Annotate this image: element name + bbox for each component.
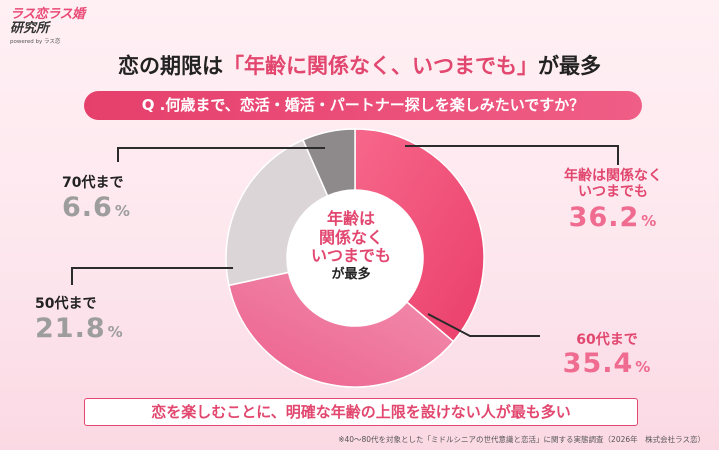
label-forever-name2: いつまでも	[578, 184, 648, 200]
label-seventies-value-row: 6.6%	[62, 192, 172, 223]
label-fifties: 50代まで 21.8%	[35, 293, 145, 344]
label-fifties-name: 50代まで	[35, 296, 97, 312]
brand-logo: ラス恋ラス婚 研究所 powered by ラス恋	[10, 7, 90, 46]
donut-center-text: 年齢は 関係なく いつまでも が最多	[296, 209, 406, 284]
question-bar: Q .何歳まで、恋活・婚活・パートナー探しを楽しみたいですか？	[84, 91, 642, 120]
donut-hole	[287, 190, 423, 326]
footnote: ※40～80代を対象とした「ミドルシニアの世代意識と恋活」に関する実態調査（20…	[338, 435, 705, 444]
label-forever-pct: %	[641, 212, 658, 230]
headline-highlight: 「年齢に関係なく、いつまでも」	[223, 54, 538, 78]
label-fifties-value-row: 21.8%	[35, 313, 145, 344]
label-sixties-value: 35.4	[562, 348, 634, 379]
label-sixties-name: 60代まで	[576, 332, 638, 348]
brand-powered: powered by ラス恋	[10, 39, 61, 45]
headline-suffix: が最多	[538, 54, 601, 78]
leader-line-seventies	[117, 147, 325, 162]
label-seventies-pct: %	[114, 202, 131, 220]
label-sixties-value-row: 35.4%	[552, 348, 662, 379]
label-forever-name1: 年齢は関係なく	[564, 168, 662, 184]
brand-main: ラス恋ラス婚	[10, 7, 85, 22]
center-line4: が最多	[331, 266, 371, 282]
center-line2: 関係なく	[318, 227, 383, 247]
label-forever-value: 36.2	[568, 202, 640, 233]
label-seventies: 70代まで 6.6%	[62, 172, 172, 223]
label-fifties-pct: %	[107, 323, 124, 341]
label-seventies-value: 6.6	[62, 192, 113, 223]
label-forever: 年齢は関係なく いつまでも 36.2%	[548, 168, 678, 233]
brand-sub: 研究所	[10, 21, 50, 36]
center-line1: 年齢は	[326, 209, 375, 228]
label-sixties: 60代まで 35.4%	[552, 332, 662, 379]
center-line3: いつまでも	[310, 246, 391, 265]
conclusion-box: 恋を楽しむことに、明確な年齢の上限を設けない人が最も多い	[84, 398, 638, 426]
leader-line-fifties	[71, 267, 233, 285]
label-fifties-value: 21.8	[35, 313, 106, 344]
label-sixties-pct: %	[635, 358, 652, 376]
leader-line-forever	[405, 145, 619, 165]
headline: 恋の期限は「年齢に関係なく、いつまでも」が最多	[0, 50, 719, 80]
leader-line-sixties	[427, 313, 540, 337]
headline-prefix: 恋の期限は	[118, 54, 223, 78]
label-forever-value-row: 36.2%	[548, 202, 678, 233]
label-seventies-name: 70代まで	[62, 175, 124, 191]
